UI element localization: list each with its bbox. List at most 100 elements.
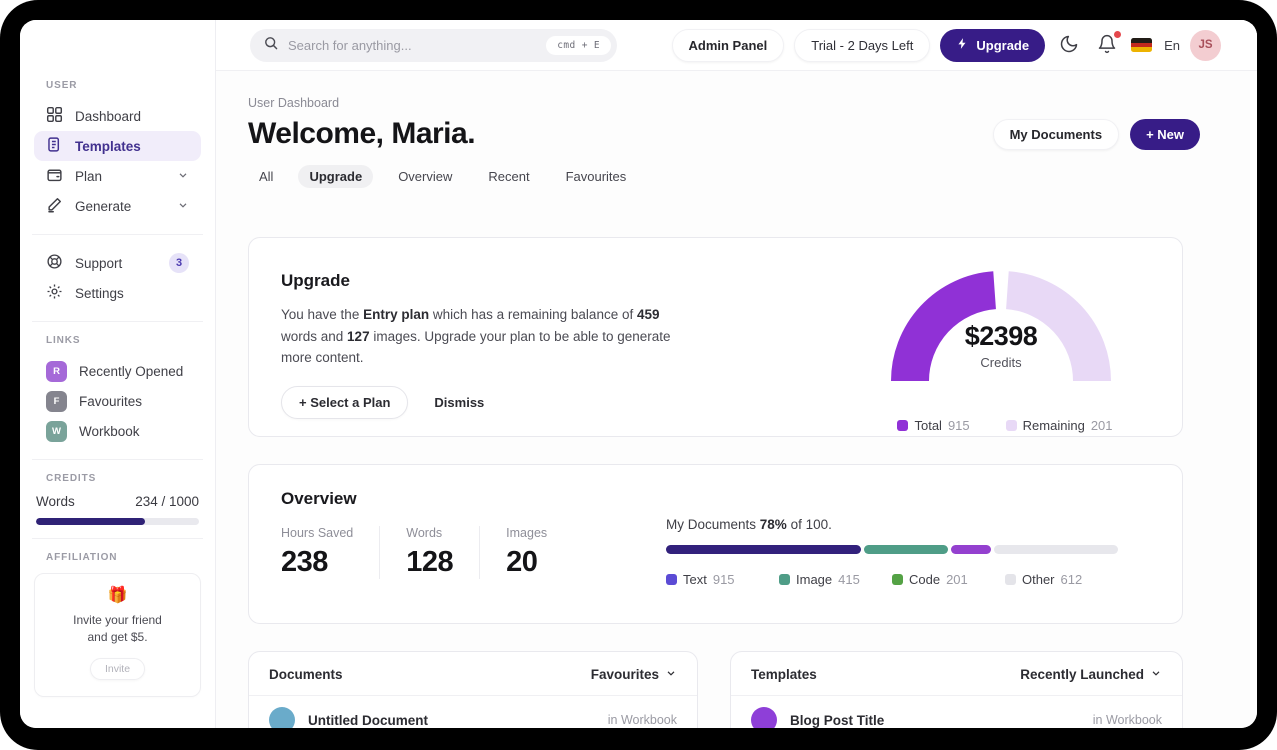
tab-all[interactable]: All	[259, 169, 274, 184]
sidebar-item-label: Dashboard	[75, 108, 142, 124]
topbar: cmd + E Admin Panel Trial - 2 Days Left …	[216, 20, 1257, 71]
admin-panel-button[interactable]: Admin Panel	[671, 28, 785, 62]
sidebar-item-generate[interactable]: Generate	[34, 191, 201, 221]
breadcrumb: User Dashboard	[248, 96, 340, 110]
sidebar-item-plan[interactable]: Plan	[34, 161, 201, 191]
chevron-down-icon	[1150, 667, 1162, 682]
legend-swatch	[892, 574, 903, 585]
stats-row: Hours Saved 238 Words 128 Images 20	[281, 526, 573, 579]
template-location: in Workbook	[1092, 713, 1162, 727]
trial-badge: Trial - 2 Days Left	[794, 28, 931, 62]
main-area: cmd + E Admin Panel Trial - 2 Days Left …	[216, 20, 1257, 728]
document-list-item[interactable]: Untitled Document in Workbook	[249, 696, 697, 728]
page-content: User Dashboard Welcome, Maria. My Docume…	[216, 71, 1257, 728]
templates-document-icon	[46, 136, 63, 156]
sidebar-item-support[interactable]: Support 3	[34, 248, 201, 278]
sidebar-section-user: USER	[46, 80, 78, 91]
credits-progress-track	[36, 518, 199, 525]
tab-favourites[interactable]: Favourites	[565, 169, 627, 184]
legend-item-code: Code 201	[892, 572, 1005, 587]
language-flag-icon[interactable]	[1131, 38, 1153, 52]
link-initial-badge: W	[46, 420, 67, 442]
credits-type-label: Words	[36, 494, 75, 509]
dismiss-button[interactable]: Dismiss	[434, 394, 485, 410]
sidebar-section-links: LINKS	[46, 335, 81, 346]
tab-overview[interactable]: Overview	[398, 169, 453, 184]
credits-gauge-chart: $2398 Credits Total 915 Remaining 201	[889, 265, 1113, 433]
app-window: USER Dashboard Templates Plan	[20, 20, 1257, 728]
legend-item-text: Text 915	[666, 572, 779, 587]
documents-filter-dropdown[interactable]: Favourites	[591, 667, 677, 682]
gauge-segment-total	[891, 271, 997, 382]
sidebar-item-templates[interactable]: Templates	[34, 131, 201, 161]
search-input[interactable]	[288, 37, 538, 53]
user-avatar[interactable]: JS	[1190, 29, 1221, 61]
notifications-button[interactable]	[1093, 30, 1122, 61]
sidebar-item-label: Settings	[75, 285, 124, 301]
chevron-down-icon	[177, 169, 189, 184]
sidebar-link-recently-opened[interactable]: R Recently Opened	[34, 356, 201, 386]
sidebar-link-workbook[interactable]: W Workbook	[34, 416, 201, 446]
stat-hours-saved: Hours Saved 238	[281, 526, 354, 578]
legend-item-total: Total 915	[897, 418, 970, 433]
chevron-down-icon	[665, 667, 677, 682]
template-list-item[interactable]: Blog Post Title in Workbook	[731, 696, 1182, 728]
search-shortcut-badge: cmd + E	[546, 35, 611, 55]
document-avatar	[269, 707, 295, 728]
link-initial-badge: F	[46, 390, 67, 412]
legend-swatch	[1005, 420, 1017, 431]
documents-card: Documents Favourites Untitled Document i…	[248, 651, 698, 728]
legend-swatch	[779, 574, 790, 585]
search-bar[interactable]: cmd + E	[250, 28, 617, 62]
dark-mode-toggle[interactable]	[1055, 30, 1083, 61]
gauge-arcs	[891, 271, 1111, 382]
tab-recent[interactable]: Recent	[488, 169, 530, 184]
notification-dot	[1114, 30, 1122, 38]
documents-bar-legend: Text 915 Image 415 Code 201	[666, 572, 1118, 587]
chevron-down-icon	[177, 199, 189, 214]
sidebar-link-label: Workbook	[79, 423, 140, 439]
invite-button[interactable]: Invite	[89, 657, 146, 680]
legend-swatch	[897, 420, 909, 431]
document-location: in Workbook	[607, 713, 677, 727]
documents-card-title: Documents	[269, 667, 343, 682]
overview-card: Overview Hours Saved 238 Words 128 Image…	[248, 464, 1183, 624]
sidebar-divider	[32, 234, 203, 235]
templates-filter-dropdown[interactable]: Recently Launched	[1020, 667, 1162, 682]
gauge-label: Credits	[980, 355, 1022, 370]
credits-progress-fill	[36, 518, 146, 525]
sidebar-link-favourites[interactable]: F Favourites	[34, 386, 201, 416]
language-label[interactable]: En	[1164, 37, 1180, 53]
lifebuoy-icon	[46, 253, 63, 273]
select-plan-button[interactable]: + Select a Plan	[281, 385, 409, 419]
sidebar-section-affiliation: AFFILIATION	[46, 552, 118, 563]
sidebar-divider	[32, 538, 203, 539]
upgrade-button[interactable]: Upgrade	[940, 28, 1046, 62]
bell-icon	[1097, 34, 1117, 57]
upgrade-card-title: Upgrade	[281, 271, 350, 290]
bar-segment-text	[666, 545, 861, 554]
legend-swatch	[666, 574, 677, 585]
search-icon	[263, 35, 279, 56]
my-documents-button[interactable]: My Documents	[992, 118, 1120, 150]
sidebar-item-settings[interactable]: Settings	[34, 278, 201, 308]
new-button[interactable]: + New	[1130, 118, 1200, 150]
legend-item-other: Other 612	[1005, 572, 1118, 587]
moon-icon	[1059, 34, 1079, 57]
document-title: Untitled Document	[308, 712, 428, 728]
tab-upgrade[interactable]: Upgrade	[298, 165, 374, 188]
sidebar-divider	[32, 321, 203, 322]
invite-text: Invite your friend and get $5.	[73, 613, 162, 644]
gauge-legend: Total 915 Remaining 201	[897, 418, 1113, 433]
templates-card-title: Templates	[751, 667, 817, 682]
wallet-icon	[46, 166, 63, 186]
upgrade-card-body: You have the Entry plan which has a rema…	[281, 307, 671, 366]
sidebar-item-dashboard[interactable]: Dashboard	[34, 101, 201, 131]
invite-card: 🎁 Invite your friend and get $5. Invite	[34, 573, 201, 697]
dashboard-grid-icon	[46, 106, 63, 126]
stat-images: Images 20	[479, 526, 573, 579]
lightning-icon	[956, 37, 969, 53]
stat-words: Words 128	[379, 526, 479, 579]
